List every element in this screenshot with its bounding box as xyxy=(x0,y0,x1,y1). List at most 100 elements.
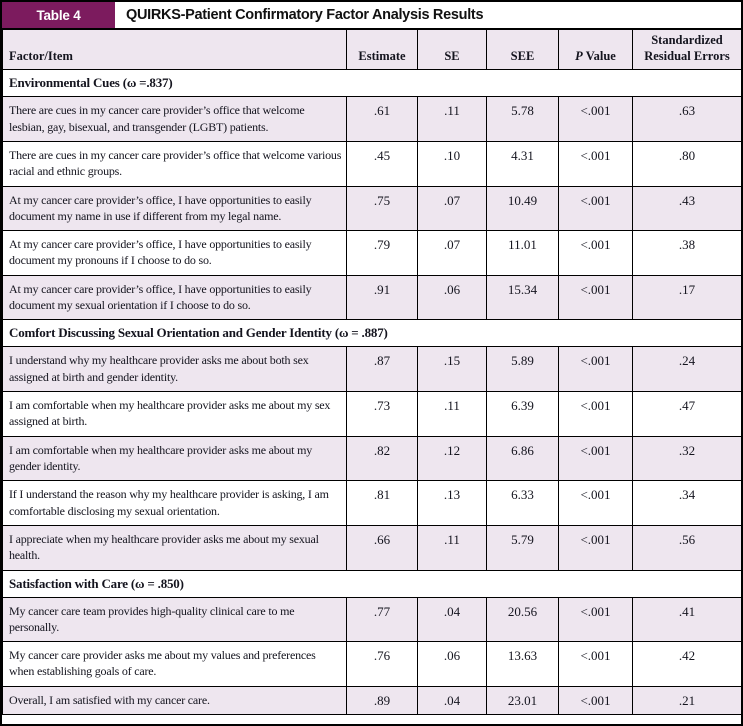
estimate-cell: .82 xyxy=(346,435,418,482)
table-title: QUIRKS-Patient Confirmatory Factor Analy… xyxy=(126,7,484,23)
estimate-cell: .81 xyxy=(346,480,418,526)
std-residual-errors-cell: .42 xyxy=(632,641,741,687)
see-cell: 5.79 xyxy=(486,524,559,571)
col-header-estimate: Estimate xyxy=(346,28,418,71)
factor-item-cell: At my cancer care provider’s office, I h… xyxy=(2,230,347,276)
table-number-badge: Table 4 xyxy=(2,2,115,28)
factor-item-cell: My cancer care provider asks me about my… xyxy=(2,641,347,687)
factor-item-cell: I appreciate when my healthcare provider… xyxy=(2,524,347,571)
section-header-row: Comfort Discussing Sexual Orientation an… xyxy=(2,319,741,348)
se-cell: .11 xyxy=(417,524,487,571)
se-cell: .04 xyxy=(417,596,487,643)
see-cell: 23.01 xyxy=(486,685,559,716)
factor-item-cell: I understand why my healthcare provider … xyxy=(2,346,347,392)
col-header-see: SEE xyxy=(486,28,559,71)
table-row: I understand why my healthcare provider … xyxy=(2,346,741,392)
se-cell: .15 xyxy=(417,346,487,392)
see-cell: 6.86 xyxy=(486,435,559,482)
section-header-row: Satisfaction with Care (ω = .850) xyxy=(2,569,741,598)
p-value-cell: <.001 xyxy=(558,685,633,716)
std-residual-errors-cell: .80 xyxy=(632,140,741,187)
std-residual-errors-cell: .21 xyxy=(632,685,741,716)
p-value-cell: <.001 xyxy=(558,524,633,571)
se-cell: .13 xyxy=(417,480,487,526)
see-cell: 6.33 xyxy=(486,480,559,526)
se-cell: .11 xyxy=(417,96,487,142)
section-header: Environmental Cues (ω =.837) xyxy=(2,69,741,98)
estimate-cell: .66 xyxy=(346,524,418,571)
se-cell: .07 xyxy=(417,230,487,276)
table-row: If I understand the reason why my health… xyxy=(2,480,741,526)
p-value-cell: <.001 xyxy=(558,185,633,232)
col-header-std-residual-errors: Standardized Residual Errors xyxy=(632,28,741,71)
se-cell: .11 xyxy=(417,391,487,437)
p-value-cell: <.001 xyxy=(558,596,633,643)
table-row: I appreciate when my healthcare provider… xyxy=(2,524,741,571)
estimate-cell: .45 xyxy=(346,140,418,187)
std-residual-errors-cell: .24 xyxy=(632,346,741,392)
section-header: Satisfaction with Care (ω = .850) xyxy=(2,569,741,598)
std-residual-errors-cell: .47 xyxy=(632,391,741,437)
see-cell: 5.78 xyxy=(486,96,559,142)
estimate-cell: .77 xyxy=(346,596,418,643)
see-cell: 11.01 xyxy=(486,230,559,276)
p-value-cell: <.001 xyxy=(558,346,633,392)
table-row: I am comfortable when my healthcare prov… xyxy=(2,391,741,437)
table-body: Environmental Cues (ω =.837) There are cu… xyxy=(2,69,741,716)
table-row: At my cancer care provider’s office, I h… xyxy=(2,185,741,232)
estimate-cell: .87 xyxy=(346,346,418,392)
table-row: There are cues in my cancer care provide… xyxy=(2,140,741,187)
estimate-cell: .89 xyxy=(346,685,418,716)
std-residual-errors-cell: .63 xyxy=(632,96,741,142)
col-header-p-value: P Value xyxy=(558,28,633,71)
section-header-row: Environmental Cues (ω =.837) xyxy=(2,69,741,98)
column-header-row: Factor/Item Estimate SE SEE P Value Standardi… xyxy=(2,28,741,71)
see-cell: 5.89 xyxy=(486,346,559,392)
factor-item-cell: At my cancer care provider’s office, I h… xyxy=(2,274,347,321)
see-cell: 13.63 xyxy=(486,641,559,687)
p-value-cell: <.001 xyxy=(558,435,633,482)
table-title-bar: Table 4 QUIRKS-Patient Confirmatory Fact… xyxy=(2,2,741,29)
factor-item-cell: I am comfortable when my healthcare prov… xyxy=(2,435,347,482)
factor-item-cell: Overall, I am satisfied with my cancer c… xyxy=(2,685,347,716)
p-value-cell: <.001 xyxy=(558,480,633,526)
factor-item-cell: My cancer care team provides high-qualit… xyxy=(2,596,347,643)
estimate-cell: .75 xyxy=(346,185,418,232)
table-row: There are cues in my cancer care provide… xyxy=(2,96,741,142)
cfa-results-table: Factor/Item Estimate SE SEE P Value Standardi… xyxy=(2,28,741,716)
see-cell: 6.39 xyxy=(486,391,559,437)
table-row: At my cancer care provider’s office, I h… xyxy=(2,274,741,321)
estimate-cell: .79 xyxy=(346,230,418,276)
estimate-cell: .91 xyxy=(346,274,418,321)
estimate-cell: .61 xyxy=(346,96,418,142)
se-cell: .04 xyxy=(417,685,487,716)
p-value-cell: <.001 xyxy=(558,140,633,187)
factor-item-cell: If I understand the reason why my health… xyxy=(2,480,347,526)
std-residual-errors-cell: .43 xyxy=(632,185,741,232)
p-value-cell: <.001 xyxy=(558,230,633,276)
std-residual-errors-cell: .41 xyxy=(632,596,741,643)
note-omega: NOTE: ω = McDonald omega coefficient. xyxy=(9,722,733,724)
se-cell: .06 xyxy=(417,274,487,321)
factor-item-cell: There are cues in my cancer care provide… xyxy=(2,140,347,187)
table-notes: NOTE: ω = McDonald omega coefficient. SE… xyxy=(2,715,741,724)
table-row: My cancer care provider asks me about my… xyxy=(2,641,741,687)
se-cell: .10 xyxy=(417,140,487,187)
table-header: Factor/Item Estimate SE SEE P Value Standardi… xyxy=(2,28,741,71)
std-residual-errors-cell: .17 xyxy=(632,274,741,321)
estimate-cell: .76 xyxy=(346,641,418,687)
table-row: I am comfortable when my healthcare prov… xyxy=(2,435,741,482)
estimate-cell: .73 xyxy=(346,391,418,437)
table-row: At my cancer care provider’s office, I h… xyxy=(2,230,741,276)
se-cell: .06 xyxy=(417,641,487,687)
see-cell: 20.56 xyxy=(486,596,559,643)
col-header-se: SE xyxy=(417,28,487,71)
see-cell: 10.49 xyxy=(486,185,559,232)
factor-item-cell: I am comfortable when my healthcare prov… xyxy=(2,391,347,437)
se-cell: .07 xyxy=(417,185,487,232)
see-cell: 4.31 xyxy=(486,140,559,187)
factor-item-cell: At my cancer care provider’s office, I h… xyxy=(2,185,347,232)
p-value-cell: <.001 xyxy=(558,641,633,687)
std-residual-errors-cell: .32 xyxy=(632,435,741,482)
